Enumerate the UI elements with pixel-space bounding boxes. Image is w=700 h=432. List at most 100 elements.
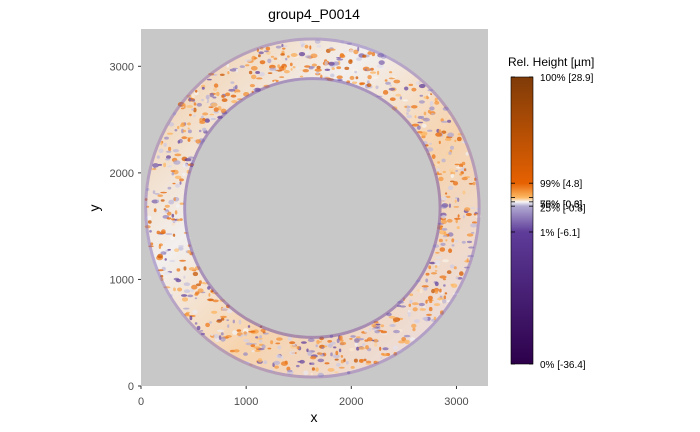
height-speckle (273, 360, 281, 365)
height-speckle (252, 329, 259, 334)
height-speckle (316, 45, 322, 48)
height-speckle (450, 180, 455, 183)
height-speckle (209, 321, 212, 324)
height-speckle (239, 65, 245, 68)
height-speckle (216, 319, 222, 323)
height-speckle (353, 49, 359, 55)
height-speckle (200, 84, 206, 88)
y-tick-label: 0 (128, 381, 134, 393)
height-speckle (336, 58, 344, 61)
height-speckle (348, 59, 353, 65)
height-speckle (281, 43, 284, 48)
height-speckle (314, 68, 322, 72)
height-speckle (367, 75, 372, 80)
height-speckle (382, 347, 389, 351)
height-speckle (193, 107, 197, 113)
height-speckle (258, 348, 265, 351)
height-speckle (356, 346, 360, 351)
height-speckle (331, 67, 335, 70)
height-speckle (443, 284, 446, 287)
height-speckle (180, 107, 185, 110)
height-speckle (210, 102, 218, 107)
height-speckle (361, 343, 366, 346)
height-speckle (449, 264, 455, 269)
height-speckle (439, 288, 442, 293)
height-speckle (226, 319, 230, 322)
height-speckle (350, 335, 356, 338)
height-speckle (409, 293, 414, 297)
height-speckle (374, 330, 381, 334)
height-speckle (381, 333, 387, 335)
height-speckle (200, 330, 204, 332)
height-speckle (272, 70, 278, 73)
height-speckle (260, 328, 266, 333)
height-speckle (380, 352, 385, 356)
height-speckle (315, 344, 318, 348)
height-speckle (258, 339, 263, 343)
height-speckle (163, 162, 167, 168)
height-speckle (166, 211, 172, 216)
height-speckle (283, 66, 286, 71)
height-speckle (377, 70, 380, 75)
height-speckle (231, 100, 238, 104)
height-speckle (441, 158, 446, 163)
height-speckle (157, 194, 163, 197)
height-speckle (280, 53, 285, 56)
height-speckle (336, 338, 340, 344)
height-speckle (443, 295, 447, 300)
height-speckle (441, 215, 447, 219)
height-speckle (290, 344, 297, 349)
height-speckle (447, 132, 454, 138)
height-speckle (340, 359, 344, 364)
height-speckle (450, 283, 454, 286)
height-speckle (245, 342, 253, 346)
height-speckle (421, 285, 429, 288)
height-speckle (371, 76, 379, 79)
height-speckle (173, 160, 181, 165)
height-speckle (259, 72, 265, 77)
height-speckle (221, 307, 228, 311)
height-speckle (229, 68, 237, 72)
height-speckle (265, 46, 271, 51)
height-speckle (419, 94, 424, 97)
height-speckle (378, 60, 385, 65)
height-speckle (399, 96, 403, 100)
height-speckle (427, 129, 433, 132)
height-speckle (395, 93, 402, 97)
height-speckle (442, 259, 449, 263)
height-speckle (434, 97, 438, 102)
height-speckle (365, 360, 372, 364)
height-speckle (151, 199, 159, 204)
height-speckle (338, 348, 342, 353)
height-speckle (251, 350, 255, 353)
height-speckle (218, 335, 222, 340)
height-speckle (233, 349, 240, 353)
height-speckle (243, 331, 247, 335)
height-speckle (404, 105, 408, 109)
height-speckle (435, 256, 442, 259)
ring-texture (144, 39, 481, 378)
plot-panel (141, 29, 488, 386)
height-speckle (230, 81, 235, 84)
height-speckle (149, 230, 152, 233)
height-speckle (442, 170, 446, 174)
height-speckle (452, 181, 459, 186)
height-speckle (354, 342, 358, 347)
height-speckle (289, 351, 296, 355)
height-speckle (439, 247, 446, 252)
height-speckle (392, 75, 396, 79)
height-speckle (382, 90, 389, 95)
colorbar-ticks: 100% [28.9] 99% [4.8] 75% [0.6]50% [0.3]25… (511, 73, 594, 371)
height-speckle (434, 270, 438, 272)
height-speckle (328, 48, 336, 51)
height-speckle (161, 229, 166, 234)
height-speckle (199, 120, 206, 124)
height-speckle (210, 118, 217, 120)
height-speckle (321, 346, 324, 349)
height-speckle (273, 80, 276, 83)
height-speckle (333, 346, 337, 349)
height-speckle (179, 178, 184, 182)
height-speckle (201, 86, 205, 90)
height-speckle (187, 129, 192, 134)
height-speckle (176, 268, 181, 272)
